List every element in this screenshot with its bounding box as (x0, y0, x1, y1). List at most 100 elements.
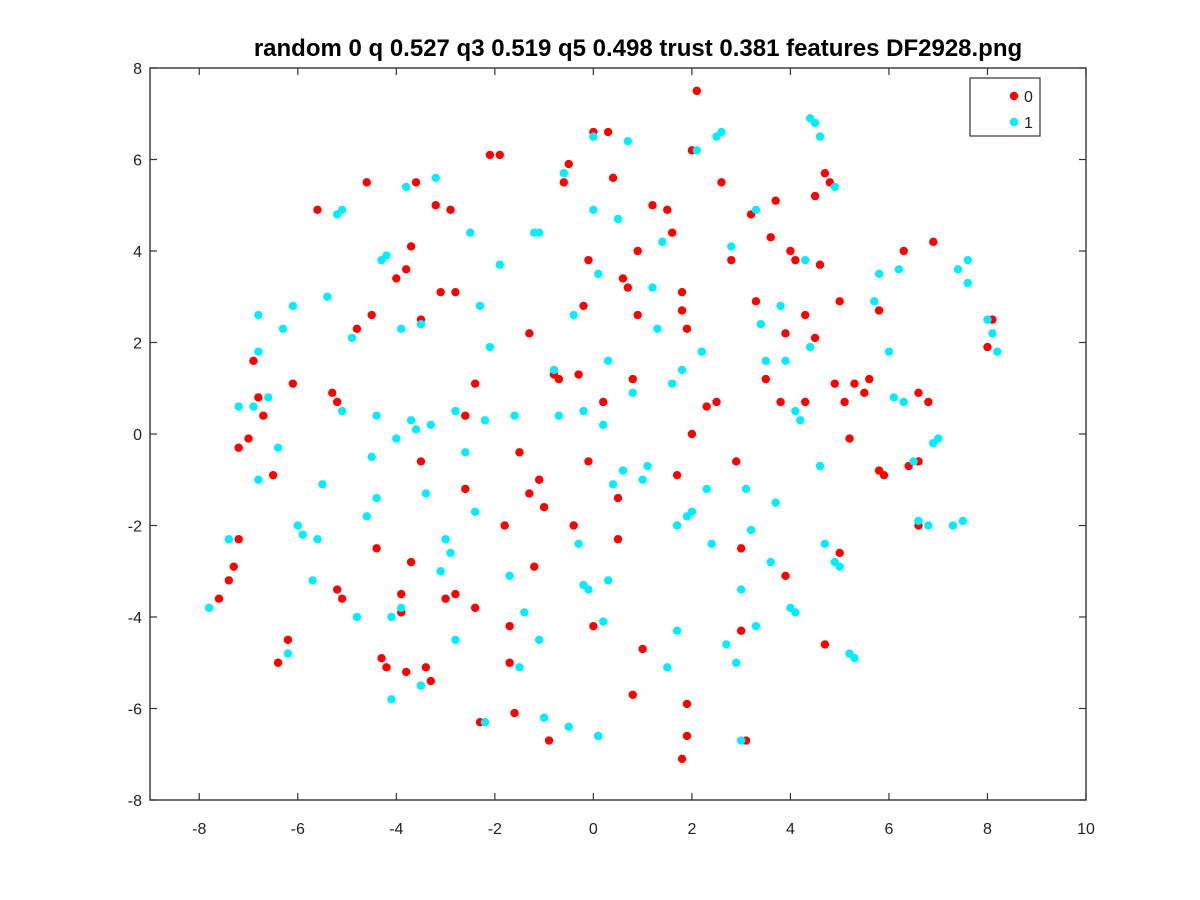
point-series-1 (736, 585, 746, 594)
point-series-0 (983, 342, 992, 352)
point-series-1 (820, 539, 830, 548)
point-series-1 (796, 416, 805, 425)
point-series-0 (495, 150, 504, 160)
point-series-1 (732, 658, 741, 667)
point-series-1 (603, 576, 613, 585)
point-series-1 (436, 567, 445, 576)
point-series-1 (254, 310, 263, 320)
point-series-1 (756, 320, 766, 329)
point-series-1 (249, 402, 258, 411)
point-series-0 (254, 393, 263, 402)
point-series-1 (934, 434, 943, 443)
point-series-1 (397, 603, 406, 613)
point-series-0 (431, 201, 440, 210)
point-series-1 (288, 301, 298, 311)
x-tick-label: 4 (786, 821, 795, 838)
point-series-0 (608, 173, 618, 182)
point-series-1 (416, 681, 426, 690)
point-series-1 (791, 406, 800, 416)
point-series-1 (234, 402, 243, 411)
point-series-1 (638, 475, 647, 484)
legend-label-1: 1 (1024, 115, 1033, 132)
point-series-1 (564, 722, 573, 731)
point-series-1 (889, 393, 899, 402)
point-series-0 (874, 306, 884, 315)
point-series-0 (830, 379, 839, 388)
point-series-1 (810, 118, 820, 128)
y-tick-label: -4 (128, 610, 142, 627)
y-tick-label: 4 (133, 244, 142, 261)
point-series-0 (569, 521, 578, 530)
point-series-1 (382, 251, 391, 260)
point-series-1 (204, 603, 214, 613)
point-series-1 (254, 475, 263, 484)
point-series-1 (697, 347, 706, 356)
point-series-1 (608, 480, 618, 489)
point-series-0 (633, 310, 642, 320)
point-series-0 (845, 434, 854, 443)
point-series-0 (382, 663, 391, 672)
point-series-1 (431, 173, 440, 182)
point-series-1 (603, 356, 613, 365)
point-series-1 (599, 420, 608, 430)
point-series-1 (707, 539, 716, 548)
point-series-0 (485, 150, 495, 160)
point-series-1 (963, 255, 972, 265)
point-series-1 (677, 365, 687, 375)
point-series-0 (771, 196, 780, 205)
point-series-0 (244, 434, 253, 443)
y-tick-label: -2 (128, 519, 142, 536)
point-series-0 (648, 201, 657, 210)
point-series-1 (874, 269, 884, 279)
point-series-1 (362, 512, 371, 521)
point-series-1 (308, 576, 317, 585)
point-series-0 (815, 260, 825, 269)
point-series-0 (461, 484, 470, 494)
x-tick-label: 8 (983, 821, 992, 838)
point-series-1 (761, 356, 770, 365)
point-series-0 (677, 754, 687, 764)
point-series-1 (352, 612, 362, 622)
point-series-1 (869, 297, 879, 306)
point-series-1 (559, 169, 569, 178)
point-series-0 (392, 274, 401, 283)
point-series-1 (446, 548, 455, 558)
point-series-1 (554, 411, 564, 420)
point-series-1 (850, 653, 859, 663)
point-series-0 (579, 301, 588, 311)
point-series-1 (466, 228, 475, 237)
point-series-0 (613, 535, 623, 544)
point-series-0 (879, 470, 889, 480)
point-series-0 (663, 205, 672, 215)
point-series-1 (815, 132, 825, 141)
point-series-0 (559, 178, 569, 187)
data-points (204, 86, 1002, 764)
point-series-0 (840, 397, 849, 407)
point-series-1 (948, 521, 958, 530)
point-series-1 (426, 420, 435, 430)
point-series-0 (761, 374, 770, 384)
point-series-1 (273, 443, 283, 452)
point-series-0 (362, 178, 371, 187)
legend-marker-1 (1009, 117, 1019, 127)
point-series-0 (401, 667, 411, 677)
point-series-0 (500, 521, 509, 530)
point-series-0 (677, 287, 687, 297)
point-series-1 (776, 301, 785, 311)
point-series-0 (505, 621, 514, 631)
point-series-0 (677, 306, 687, 315)
point-series-1 (401, 182, 411, 192)
point-series-1 (293, 521, 302, 530)
point-series-1 (741, 484, 751, 494)
point-series-0 (682, 324, 692, 333)
point-series-1 (958, 516, 968, 526)
point-series-1 (993, 347, 1002, 356)
point-series-1 (894, 265, 903, 274)
point-series-0 (736, 544, 746, 553)
point-series-0 (401, 265, 411, 274)
point-series-1 (347, 333, 357, 343)
point-series-0 (451, 287, 460, 297)
point-series-0 (333, 397, 342, 407)
x-tick-label: -2 (488, 821, 502, 838)
point-series-1 (771, 498, 780, 507)
